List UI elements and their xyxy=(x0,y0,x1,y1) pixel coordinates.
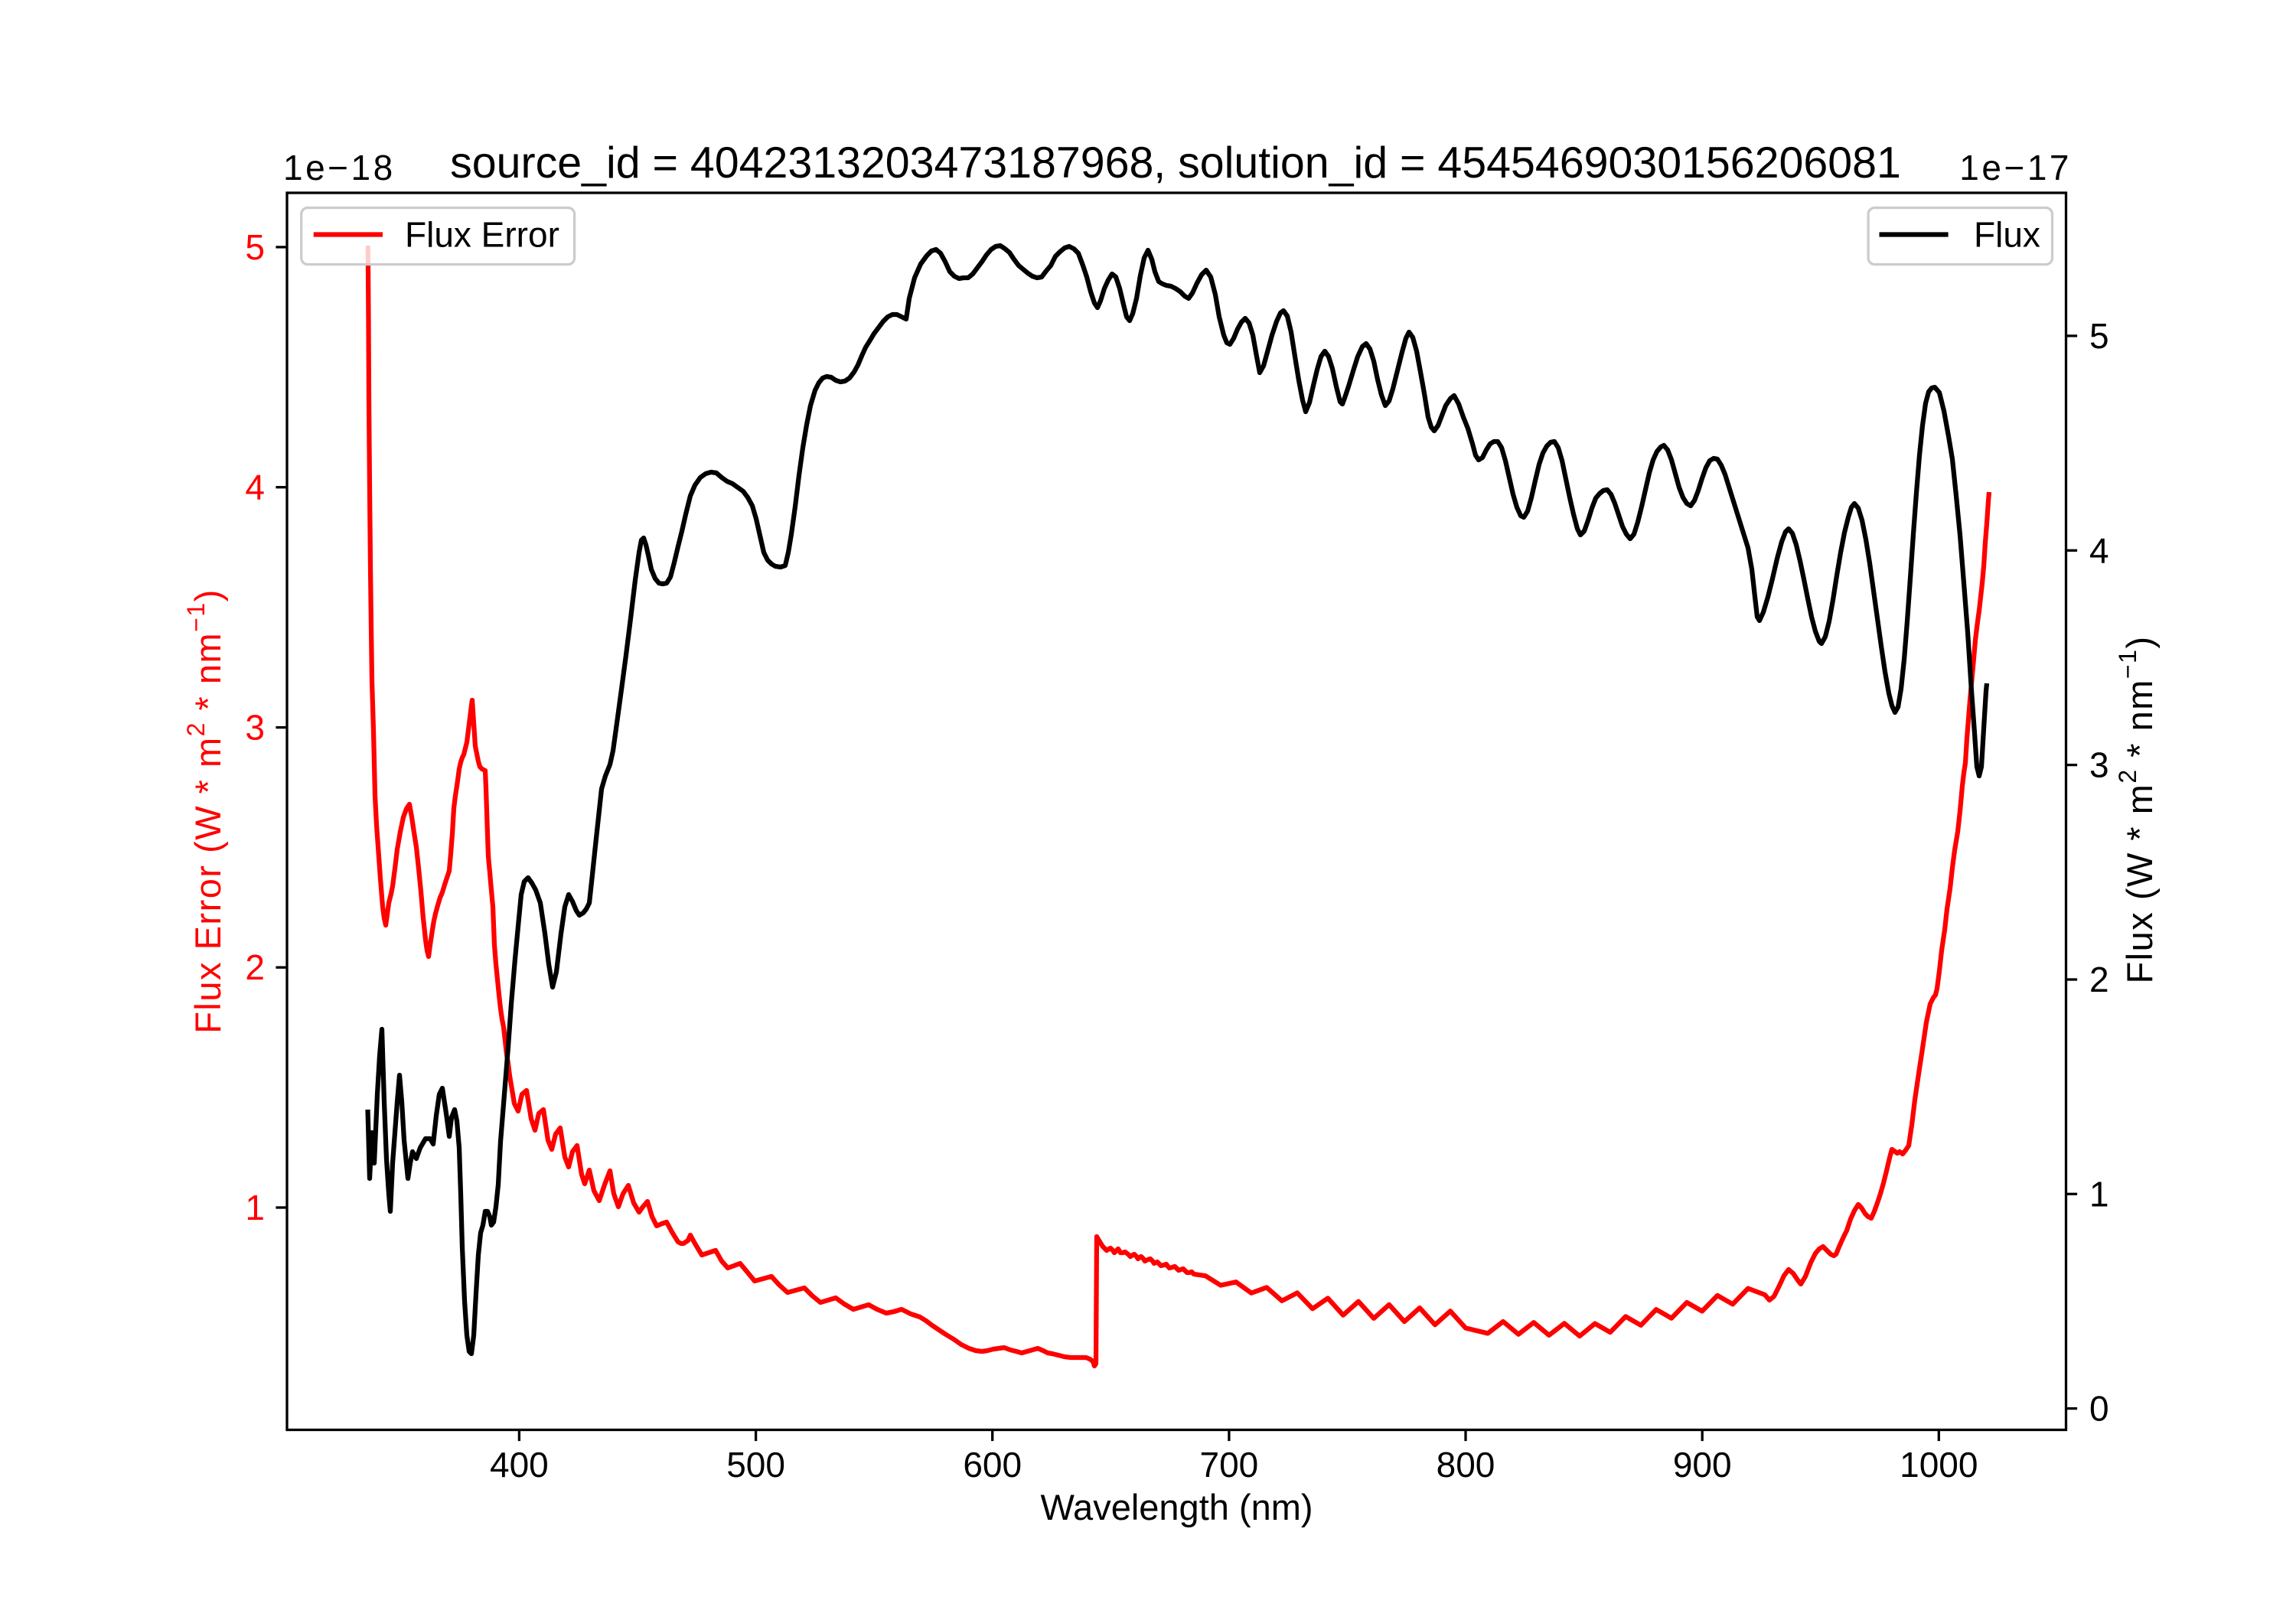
svg-text:500: 500 xyxy=(726,1445,785,1485)
svg-text:5: 5 xyxy=(245,227,265,267)
svg-text:5: 5 xyxy=(2089,316,2109,356)
svg-text:800: 800 xyxy=(1437,1445,1495,1485)
svg-text:Flux: Flux xyxy=(1974,215,2040,255)
svg-text:400: 400 xyxy=(490,1445,549,1485)
svg-text:3: 3 xyxy=(2089,745,2109,785)
svg-text:Wavelength (nm): Wavelength (nm) xyxy=(1040,1487,1313,1527)
svg-text:source_id = 404231320347318796: source_id = 4042313203473187968, solutio… xyxy=(450,139,1901,187)
svg-text:Flux Error (W * m2 * nm−1): Flux Error (W * m2 * nm−1) xyxy=(182,588,228,1034)
svg-text:2: 2 xyxy=(2089,960,2109,999)
svg-text:3: 3 xyxy=(245,708,265,748)
svg-text:0: 0 xyxy=(2089,1389,2109,1429)
svg-text:600: 600 xyxy=(963,1445,1022,1485)
svg-text:2: 2 xyxy=(245,947,265,987)
svg-text:4: 4 xyxy=(245,468,265,507)
svg-text:1000: 1000 xyxy=(1900,1445,1978,1485)
svg-text:1e−18: 1e−18 xyxy=(283,148,396,187)
svg-text:1e−17: 1e−17 xyxy=(1959,148,2072,187)
svg-text:Flux (W * m2 * nm−1): Flux (W * m2 * nm−1) xyxy=(2114,635,2160,983)
svg-text:Flux Error: Flux Error xyxy=(405,215,559,255)
svg-text:1: 1 xyxy=(2089,1174,2109,1214)
svg-text:1: 1 xyxy=(245,1188,265,1227)
svg-text:700: 700 xyxy=(1200,1445,1259,1485)
svg-text:900: 900 xyxy=(1673,1445,1732,1485)
svg-text:4: 4 xyxy=(2089,530,2109,570)
